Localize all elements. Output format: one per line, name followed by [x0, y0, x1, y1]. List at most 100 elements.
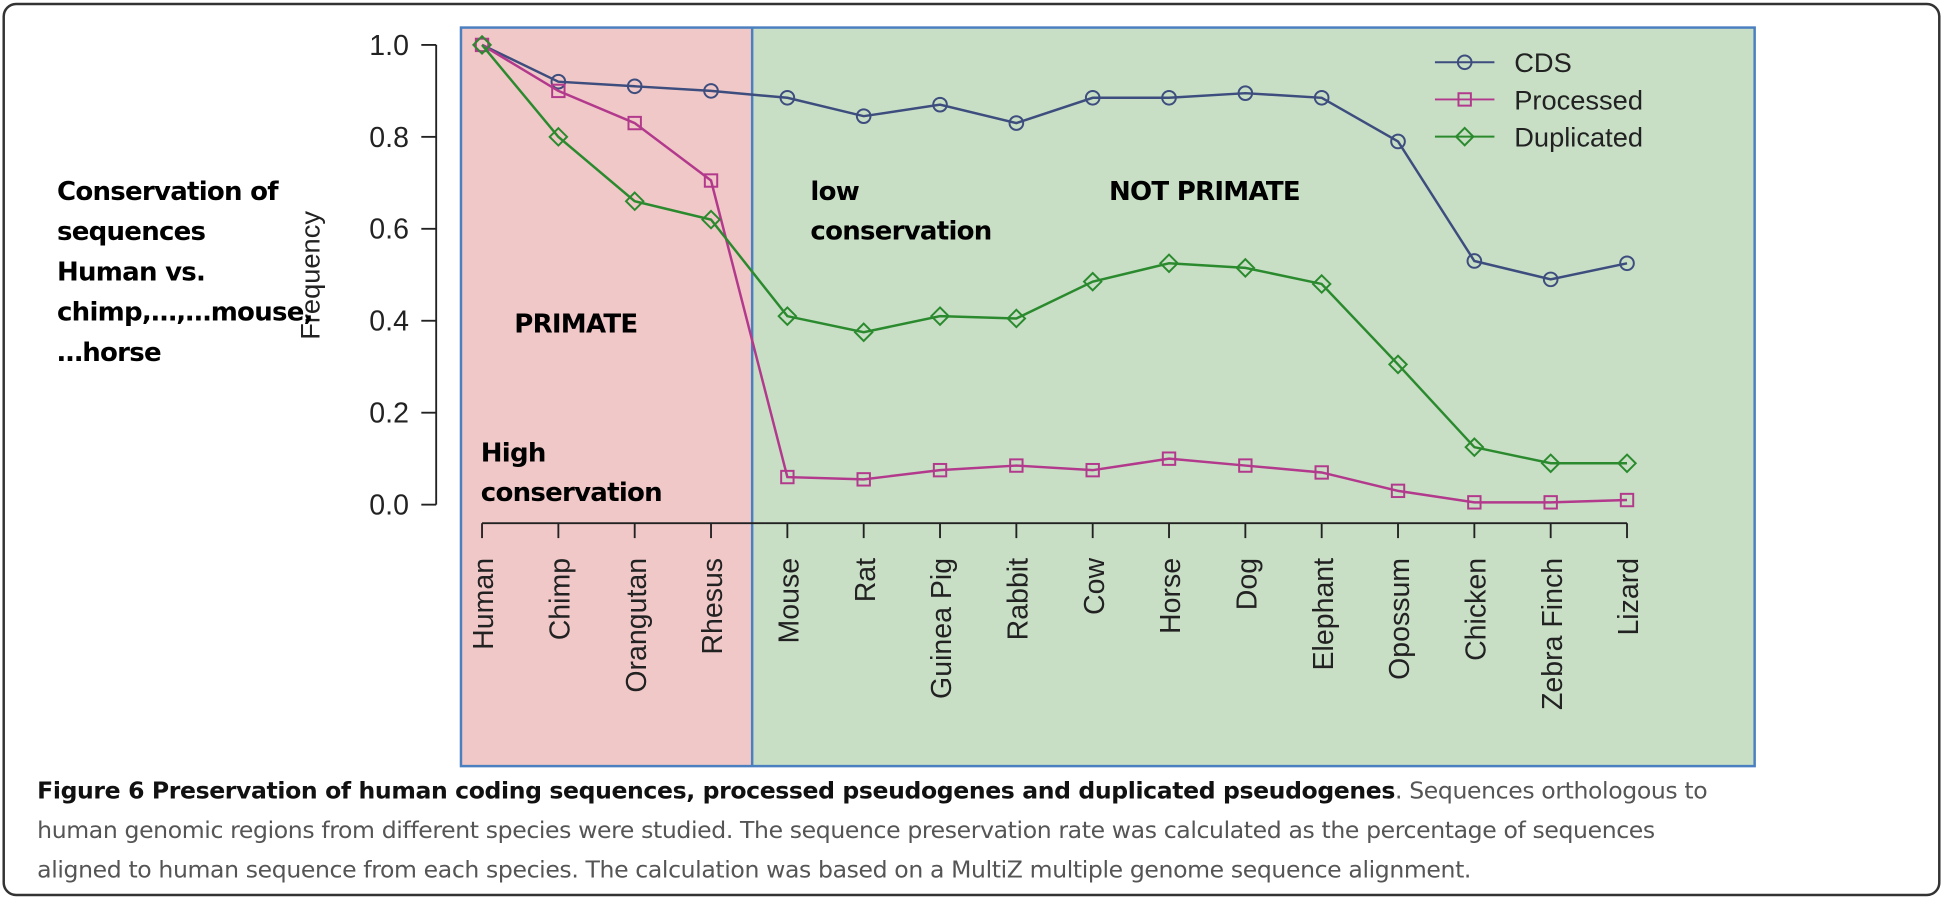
x-tick-label: Mouse [774, 558, 806, 644]
legend-marker [1454, 126, 1475, 147]
data-point [703, 83, 719, 99]
y-tick-label: 0.0 [369, 490, 409, 522]
y-tick-label: 0.6 [369, 214, 409, 246]
data-point [929, 306, 951, 327]
data-point [779, 89, 796, 106]
side-note: sequences [57, 217, 206, 247]
y-tick-label: 0.8 [369, 122, 409, 154]
side-note: Conservation of [57, 177, 279, 207]
data-point [550, 73, 567, 90]
y-tick-label: 0.4 [369, 306, 409, 338]
x-tick-label: Human [468, 558, 500, 650]
data-point [932, 462, 948, 478]
x-tick-label: Guinea Pig [926, 558, 958, 699]
not-primate-label: NOT PRIMATE [1109, 177, 1300, 207]
legend-marker [1456, 54, 1473, 71]
data-point [1616, 453, 1638, 474]
x-tick-label: Rat [850, 558, 882, 602]
series-line [481, 44, 1628, 465]
x-tick-label: Rabbit [1003, 558, 1035, 640]
high-label: High [481, 438, 546, 468]
data-point [1387, 354, 1409, 375]
series-line [481, 43, 1628, 281]
data-point [1543, 495, 1558, 510]
data-point [1542, 271, 1559, 288]
data-point [1085, 462, 1100, 478]
legend-label: Processed [1514, 84, 1643, 115]
caption-title: Figure 6 Preservation of human coding se… [37, 776, 1395, 804]
primate-label: PRIMATE [514, 309, 637, 339]
x-tick-label: Horse [1155, 558, 1187, 634]
data-point [855, 108, 872, 124]
region-border [459, 26, 1756, 768]
data-point [703, 173, 719, 188]
data-point [1390, 133, 1406, 150]
data-point [1467, 495, 1482, 510]
x-tick-label: Dog [1232, 558, 1264, 610]
data-point [1006, 308, 1027, 329]
low-label: low [810, 177, 859, 207]
x-tick-label: Cow [1079, 558, 1111, 615]
data-point [853, 322, 874, 343]
data-point [1237, 85, 1254, 101]
caption: Figure 6 Preservation of human coding se… [37, 776, 1707, 883]
data-point [551, 83, 566, 99]
x-tick-label: Chicken [1461, 558, 1493, 661]
data-point [627, 115, 642, 131]
data-point [1158, 253, 1180, 274]
caption-line: aligned to human sequence from each spec… [37, 856, 1471, 884]
data-point [1238, 458, 1253, 473]
side-note: Human vs. [57, 257, 205, 287]
caption-line: Figure 6 Preservation of human coding se… [37, 776, 1707, 804]
legend-label: CDS [1514, 47, 1572, 78]
y-tick-label: 1.0 [369, 30, 409, 62]
y-axis-label: Frequency [295, 211, 326, 340]
data-point [700, 209, 722, 230]
x-tick-label: Lizard [1613, 558, 1645, 636]
x-tick-label: Zebra Finch [1537, 558, 1569, 710]
data-point [856, 472, 871, 487]
data-point [626, 78, 643, 95]
data-point [471, 34, 493, 55]
data-point [1009, 458, 1024, 473]
data-point [1084, 89, 1101, 106]
x-tick-label: Opossum [1384, 558, 1416, 680]
data-point [1540, 453, 1561, 474]
data-point [1619, 492, 1635, 508]
data-point [1161, 451, 1177, 466]
low-label: conservation [810, 216, 991, 246]
primate-region [460, 27, 753, 767]
data-point [777, 306, 798, 327]
data-point [1314, 465, 1329, 480]
x-tick-label: Orangutan [621, 558, 653, 693]
data-point [1161, 89, 1177, 106]
data-point [548, 126, 569, 147]
side-note: chimp,…,…mouse, [57, 298, 313, 328]
data-point [1082, 271, 1103, 292]
data-point [1008, 115, 1025, 131]
data-point [624, 191, 645, 212]
data-point [780, 469, 795, 485]
side-note: …horse [57, 338, 161, 368]
data-point [1311, 273, 1332, 295]
data-point [1235, 257, 1256, 278]
series-line [481, 43, 1628, 504]
data-point [1466, 253, 1483, 269]
legend-marker [1457, 92, 1472, 107]
data-point [474, 37, 490, 53]
x-tick-label: Elephant [1308, 558, 1340, 671]
data-point [1464, 437, 1485, 458]
y-tick-label: 0.2 [369, 398, 409, 430]
non-primate-region [752, 27, 1755, 767]
caption-line: human genomic regions from different spe… [37, 816, 1655, 844]
data-point [1313, 89, 1330, 106]
caption-text: . Sequences orthologous to [1395, 776, 1707, 804]
high-label: conservation [481, 478, 662, 508]
x-tick-label: Chimp [545, 558, 577, 640]
x-tick-label: Rhesus [697, 558, 729, 655]
data-point [932, 96, 948, 113]
data-point [1619, 255, 1635, 272]
data-point [1390, 483, 1406, 499]
